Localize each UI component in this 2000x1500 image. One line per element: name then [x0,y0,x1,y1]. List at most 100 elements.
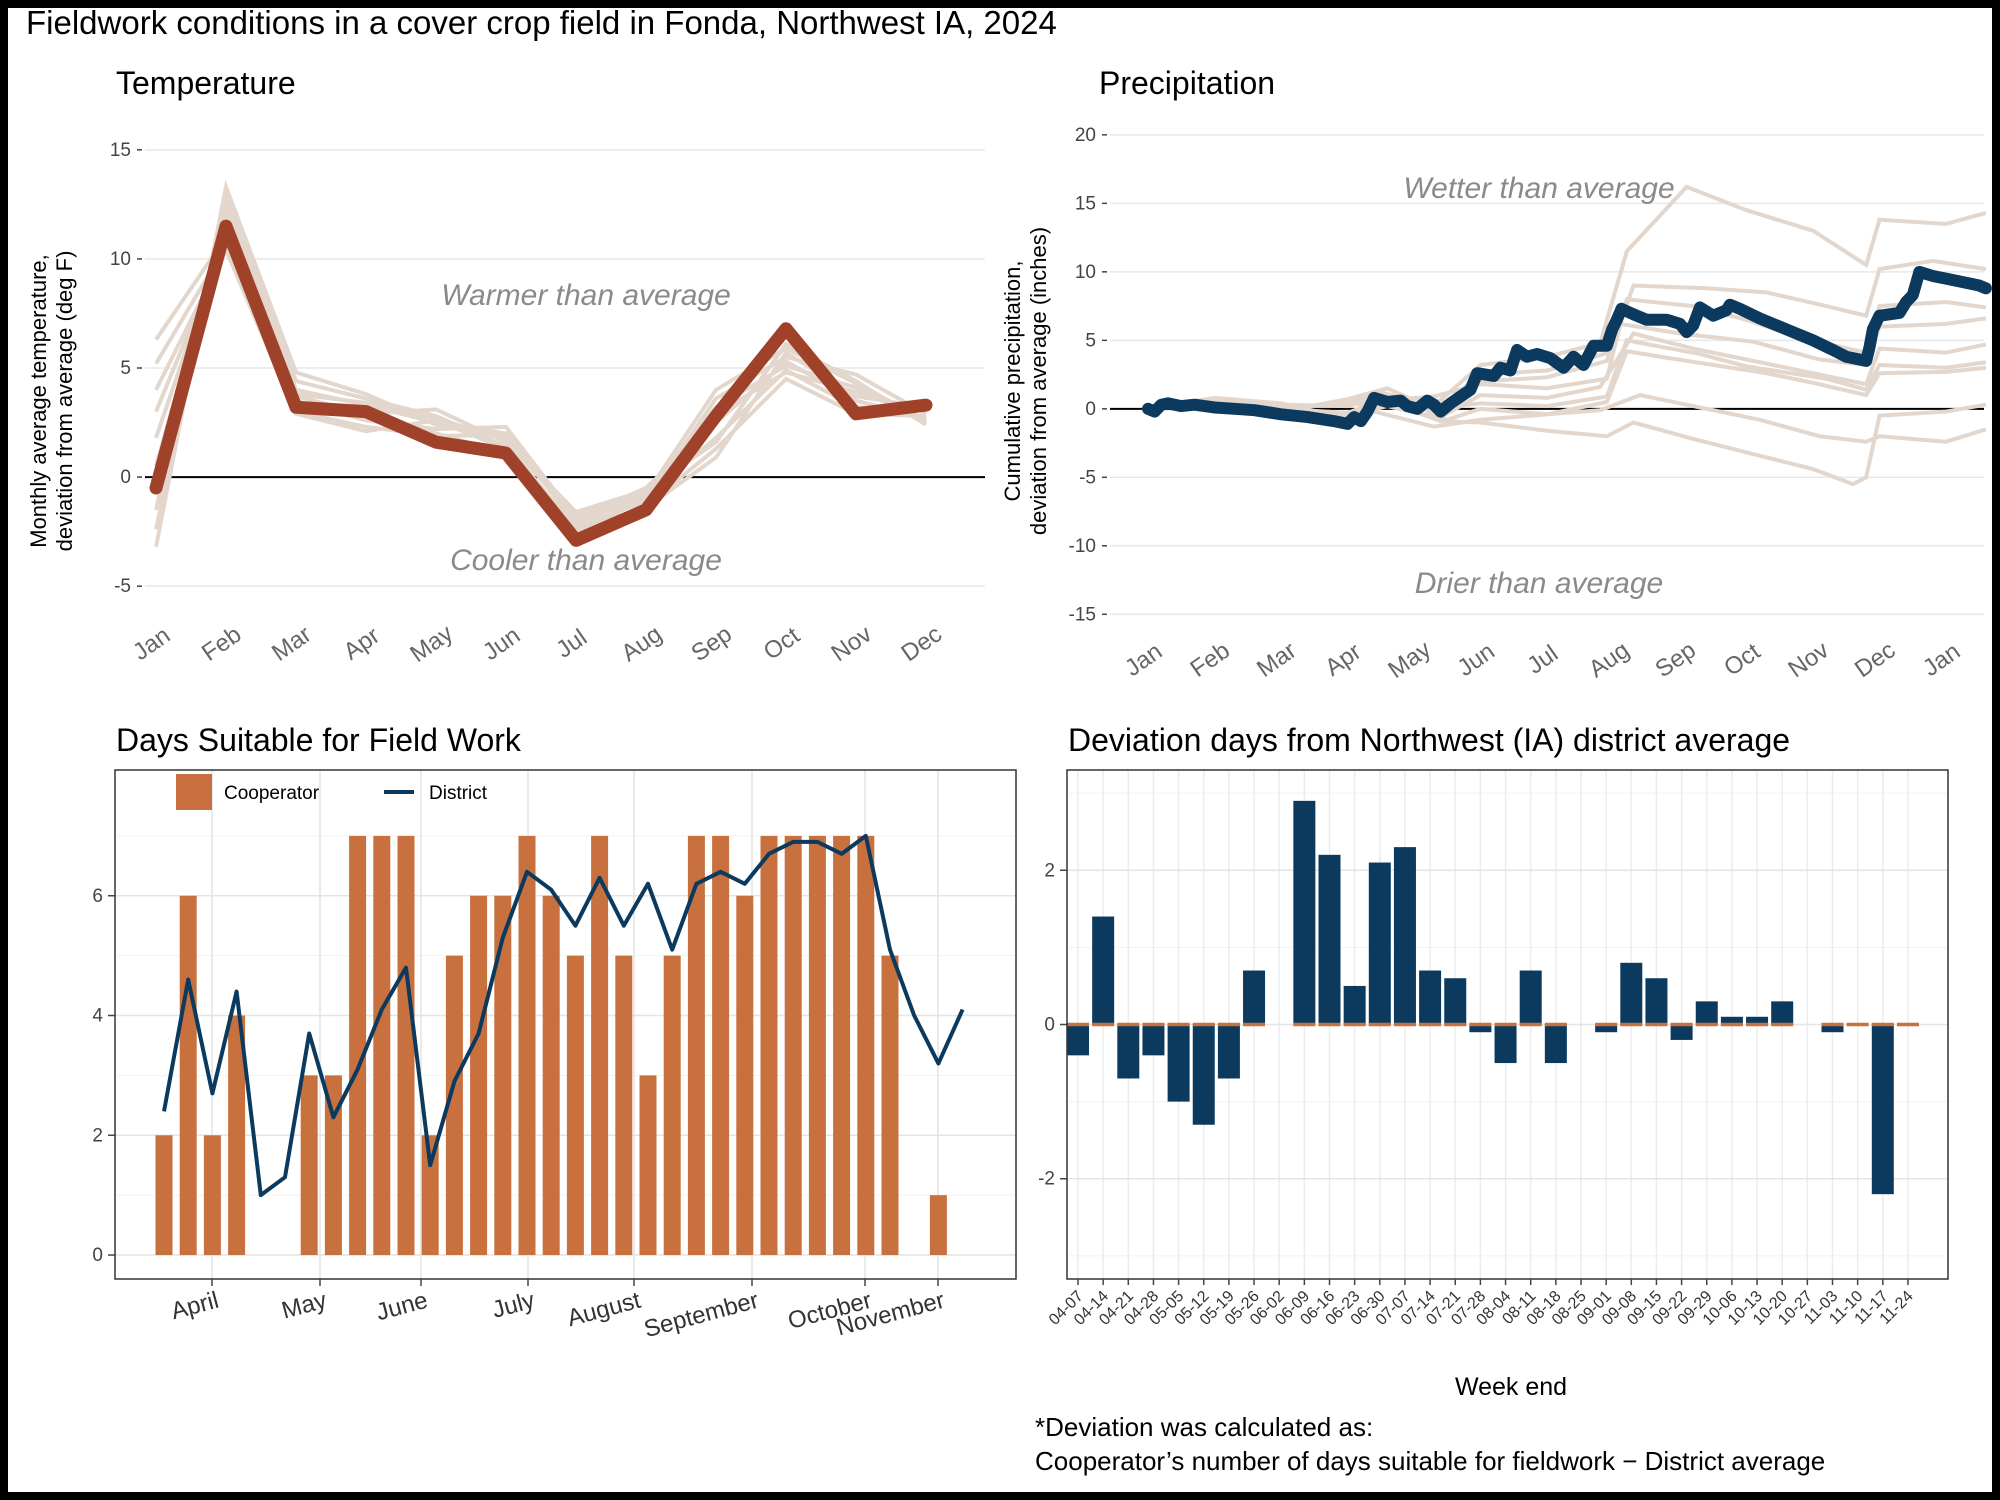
footnote-line1: *Deviation was calculated as: [1035,1412,1373,1442]
days-ytick-label: 6 [92,886,103,907]
deviation-bar [1117,1024,1140,1079]
deviation-bar [1746,1016,1769,1025]
cooperator-bar [542,895,560,1256]
cooperator-bar [300,1075,318,1256]
temperature-month-label: Feb [197,621,246,667]
precipitation-ytick-label: -5 [1079,467,1096,488]
cooperator-bar [470,895,488,1256]
precipitation-ytick-label: 15 [1075,193,1096,214]
annotation-drier: Drier than average [1415,567,1663,600]
cooperator-bar [784,835,802,1256]
deviation-bar [1343,985,1366,1025]
deviation-ytick-label: 2 [1044,860,1055,881]
precipitation-month-label: Nov [1783,637,1833,684]
figure-canvas: Fieldwork conditions in a cover crop fie… [26,8,1992,1476]
precipitation-historical-line [1147,184,1987,411]
deviation-bar [1393,847,1416,1025]
days-month-label: April [168,1287,221,1326]
deviation-bar [1494,1024,1517,1064]
deviation-bar [1695,1001,1718,1025]
precipitation-month-label: Sep [1650,637,1700,684]
cooperator-bar [494,895,512,1256]
days-plot-border [114,769,1017,1280]
cooperator-bar [373,835,391,1256]
precipitation-month-label: Dec [1850,637,1900,684]
days-month-label: May [279,1287,330,1325]
cooperator-bar [663,955,681,1256]
days-ytick-label: 2 [92,1125,103,1146]
deviation-bar [1142,1024,1165,1056]
precipitation-ytick-label: 20 [1075,125,1096,146]
cooperator-bar [712,835,730,1256]
deviation-plot: -20204-0704-1404-2104-2805-0505-1205-190… [1038,769,1949,1329]
precipitation-ytick-label: 10 [1075,262,1096,283]
deviation-bar [1871,1024,1894,1195]
deviation-bar [1519,970,1542,1025]
precipitation-month-label: Jan [1918,638,1965,682]
cooperator-bar [566,955,584,1256]
temperature-ytick-label: -5 [114,576,131,597]
deviation-bar [1469,1024,1492,1033]
legend-cooperator-swatch [176,774,212,810]
cooperator-bar [203,1135,221,1256]
days-month-label: August [564,1287,643,1333]
cooperator-bar [857,835,875,1256]
deviation-bar [1192,1024,1215,1125]
cooperator-bar [445,955,463,1256]
cooperator-bar [929,1195,947,1256]
cooperator-bar [760,835,778,1256]
precipitation-ytick-label: 5 [1085,330,1096,351]
days-ytick-label: 0 [92,1245,103,1266]
precipitation-month-label: Feb [1186,637,1235,683]
precipitation-ytick-label: 0 [1085,399,1096,420]
district-line [162,833,965,1198]
cooperator-bar [833,835,851,1256]
cooperator-bar [808,835,826,1256]
cooperator-bar [421,1135,439,1256]
days-month-label: June [373,1287,430,1327]
precipitation-2024-line [1142,265,1992,430]
precipitation-month-label: Jan [1120,638,1167,682]
precipitation-ylabel-line2: deviation from average (inches) [1026,227,1051,535]
temperature-ylabel-line2: deviation from average (deg F) [52,251,77,552]
deviation-bar [1670,1024,1693,1040]
cooperator-bar [179,895,197,1256]
deviation-bar [1067,1024,1089,1056]
precipitation-month-label: Apr [1320,638,1366,682]
temperature-month-label: Jan [128,622,175,666]
cooperator-bar [228,1015,246,1256]
temperature-month-label: Jul [551,624,592,664]
deviation-bar [1419,970,1442,1025]
days-suitable-title: Days Suitable for Field Work [116,722,522,758]
deviation-bar [1544,1024,1567,1064]
temperature-plot: -5 0 5 10 15 Jan Feb Mar Apr May Jun Jul Aug Sep Oct No… [110,140,985,668]
precipitation-month-label: May [1383,636,1436,684]
cooperator-bar [591,835,609,1256]
temperature-title: Temperature [116,65,296,101]
cooperator-bar [324,1075,342,1256]
temperature-ytick-label: 10 [110,249,131,270]
deviation-bar [1318,854,1341,1025]
deviation-bar [1645,978,1668,1025]
deviation-ytick-label: 0 [1044,1015,1055,1036]
figure-frame: Fieldwork conditions in a cover crop fie… [8,8,1992,1492]
temperature-month-label: Sep [686,621,736,668]
deviation-xlabel: Week end [1455,1373,1567,1401]
temperature-month-label: Aug [616,621,666,668]
deviation-ytick-label: -2 [1038,1169,1055,1190]
temperature-month-label: Dec [896,621,946,668]
deviation-bar [1217,1024,1240,1079]
precipitation-month-label: Jul [1522,640,1563,680]
deviation-bar [1771,1001,1794,1025]
legend-district-label: District [429,783,488,804]
cooperator-bar [615,955,633,1256]
days-legend: Cooperator District [176,774,488,810]
cooperator-bar [155,1135,173,1256]
cooperator-bar [349,835,367,1256]
days-ytick-label: 4 [92,1006,103,1027]
temperature-month-label: May [405,620,458,668]
deviation-bar [1620,962,1643,1025]
days-month-label: September [641,1287,761,1343]
precipitation-month-label: Aug [1584,637,1634,684]
